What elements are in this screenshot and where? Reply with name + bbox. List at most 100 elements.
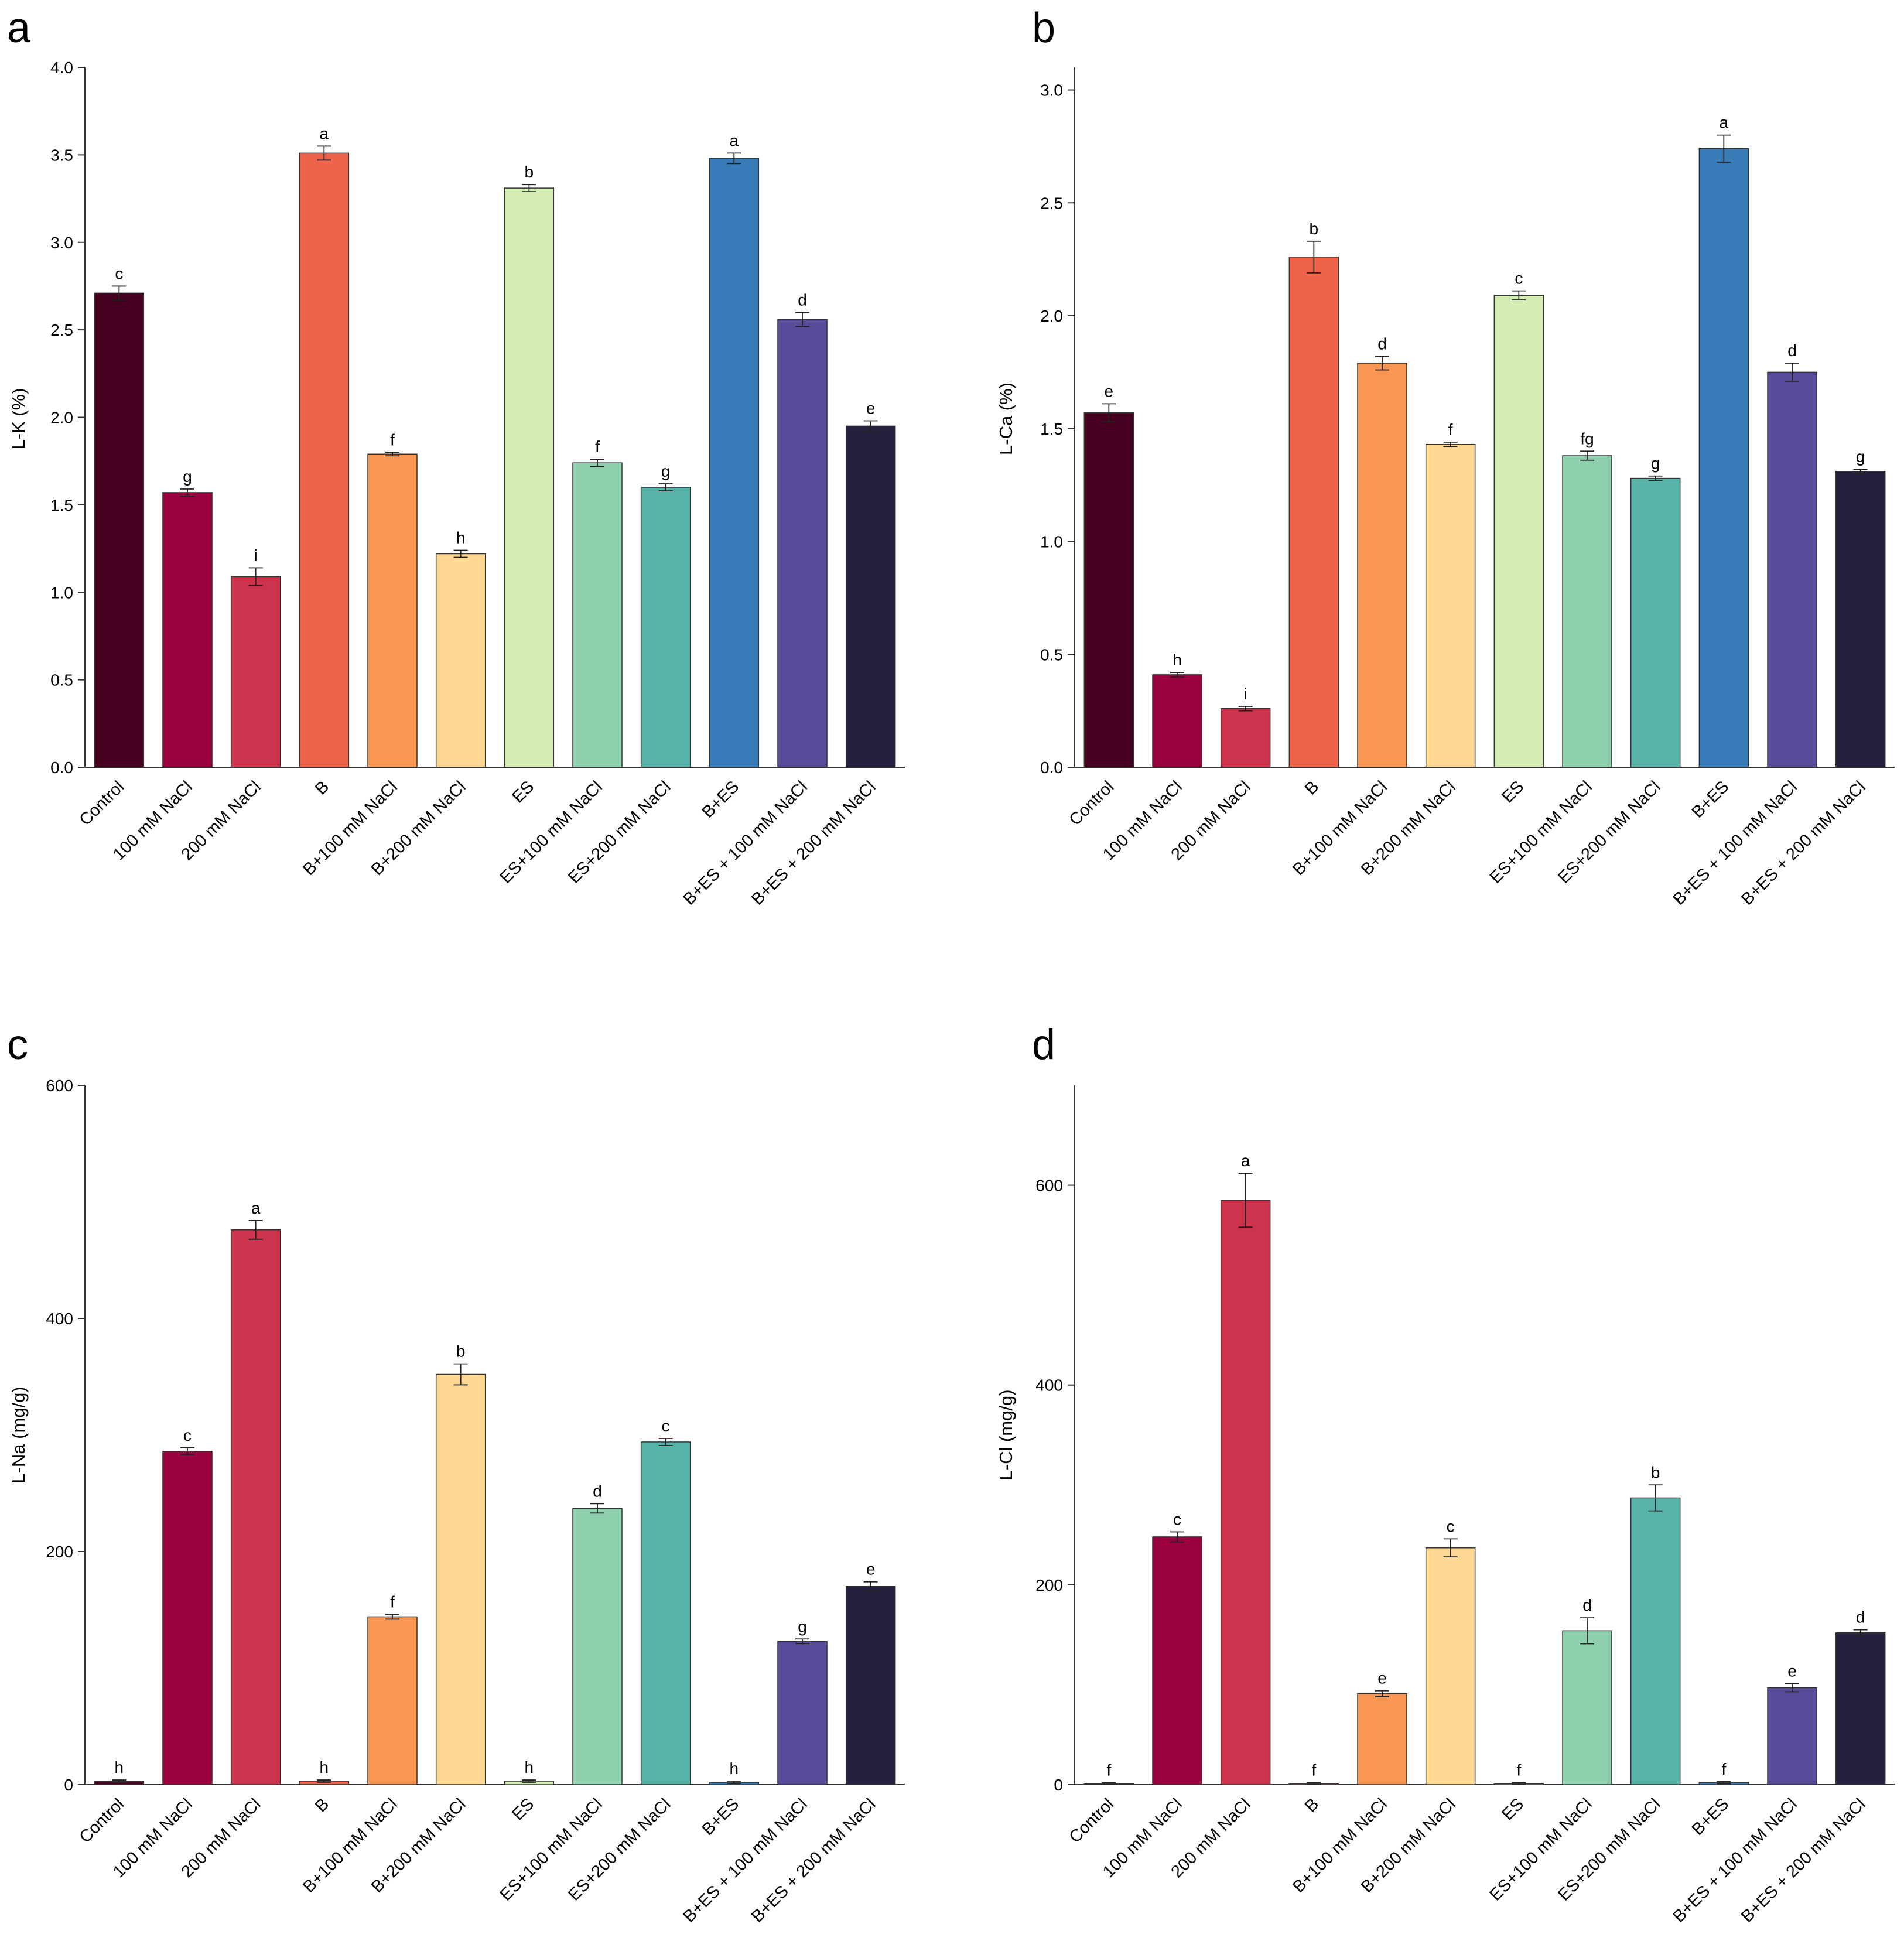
panel-letter-d: d [1032,1021,1055,1068]
significance-letter: h [320,1758,329,1776]
error-bar [1512,290,1526,300]
bar [1767,371,1817,768]
bar [94,292,145,768]
error-bar [795,312,809,327]
significance-letter: b [1310,220,1319,238]
significance-letter: b [525,163,534,181]
y-axis-label-c: L-Na (mg/g) [8,1386,29,1483]
bar [1698,148,1749,768]
bar [1357,1693,1407,1785]
error-bar [112,285,127,301]
error-bar [1648,475,1663,481]
bar [1152,674,1202,768]
y-tick-label: 0.5 [50,671,73,689]
y-tick-label: 600 [1035,1177,1063,1195]
error-bar [795,1638,809,1645]
bar [1083,412,1134,768]
bar [709,158,760,768]
bar [845,425,896,768]
bar [435,553,486,768]
error-bar [1717,1781,1731,1785]
y-tick-label: 1.5 [50,496,73,514]
error-bar [1375,356,1389,371]
bar [1630,477,1681,768]
error-bar [1717,134,1731,163]
error-bar [1238,706,1253,712]
y-tick-label: 0.0 [1040,758,1063,777]
error-bar [1785,363,1799,382]
y-tick-label: 3.0 [50,234,73,252]
error-bar [727,152,741,165]
y-tick-label: 3.0 [1040,81,1063,100]
bar [1288,257,1339,768]
bar [367,453,418,768]
error-bar [1648,1484,1663,1512]
y-tick-label: 2.5 [1040,194,1063,212]
bar [572,462,623,768]
bar [162,1451,213,1785]
bar [1220,1200,1271,1785]
significance-letter: e [1377,1669,1387,1687]
y-tick-label: 2.0 [1040,307,1063,325]
bar [1425,444,1476,768]
significance-letter: f [1721,1760,1726,1778]
bar [777,319,828,768]
error-bar [1580,450,1594,461]
error-bar [1853,1629,1868,1636]
y-axis-label-a: L-K (%) [8,388,29,449]
y-tick-label: 0 [64,1776,73,1794]
y-tick-label: 0.5 [1040,645,1063,664]
error-bar [385,1614,399,1620]
error-bar [1238,1173,1253,1228]
significance-letter: i [254,546,258,564]
bar [640,487,691,768]
bar [504,187,555,768]
bar [1562,455,1612,768]
error-bar [453,1363,468,1386]
significance-letter: f [390,430,395,449]
panel-letter-a: a [7,5,31,52]
bar [777,1641,828,1785]
bar [640,1441,691,1785]
significance-letter: d [1582,1596,1592,1614]
error-bar [248,1219,263,1240]
significance-letter: h [456,529,466,547]
significance-letter: g [798,1617,807,1635]
error-bar [317,1779,331,1783]
significance-letter: e [866,399,876,417]
bar [1425,1547,1476,1785]
y-tick-label: 600 [46,1077,73,1095]
significance-letter: e [1787,1662,1797,1680]
bar [230,1229,281,1785]
y-tick-label: 1.0 [50,583,73,602]
significance-letter: c [1447,1517,1455,1535]
error-bar [1443,442,1458,447]
significance-letter: h [115,1758,124,1776]
significance-letter: a [1241,1151,1250,1170]
bar [435,1373,486,1785]
y-tick-label: 4.0 [50,59,73,77]
y-tick-label: 3.5 [50,146,73,164]
error-bar [180,488,194,497]
significance-letter: h [525,1758,534,1776]
significance-letter: d [1787,341,1797,360]
significance-letter: a [730,131,739,149]
error-bar [317,145,331,161]
significance-letter: f [1448,421,1453,439]
y-tick-label: 2.0 [50,409,73,427]
bar [1220,708,1271,768]
error-bar [1375,1690,1389,1697]
significance-letter: c [1515,269,1523,288]
panel-letter-b: b [1032,5,1055,52]
bar [1357,363,1407,768]
y-axis-label-d: L-Cl (mg/g) [996,1389,1016,1480]
significance-letter: c [183,1426,192,1444]
error-bar [1170,1531,1184,1543]
significance-letter: c [1173,1510,1181,1528]
error-bar [1307,240,1321,274]
error-bar [1307,1782,1321,1785]
error-bar [1580,1617,1594,1645]
error-bar [1785,1683,1799,1693]
significance-letter: a [1720,114,1729,132]
bar [1562,1630,1612,1785]
